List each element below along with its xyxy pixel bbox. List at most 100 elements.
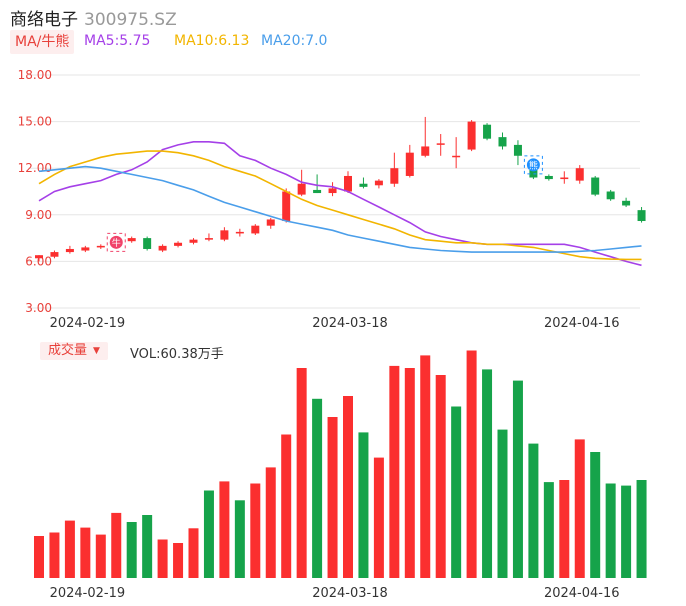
marker-label: 牛: [112, 237, 121, 249]
volume-indicator-tag[interactable]: 成交量 ▼: [40, 342, 108, 360]
ma5-legend: MA5:5.75: [84, 33, 151, 49]
volume-bar: [203, 490, 214, 578]
bear-marker: 熊: [523, 155, 543, 175]
candle-body: [467, 121, 476, 150]
dropdown-triangle-icon: ▼: [93, 346, 100, 356]
marker-dot: [109, 235, 123, 249]
volume-bar: [482, 369, 493, 578]
volume-bar: [358, 432, 369, 578]
volume-bar: [34, 536, 44, 578]
ma-indicator-tag[interactable]: MA/牛熊: [10, 30, 75, 54]
candle-body: [220, 230, 229, 240]
volume-bar: [497, 429, 508, 578]
x-tick-label: 2024-04-16: [544, 316, 620, 331]
x-tick-label: 2024-03-18: [312, 316, 388, 331]
candle-body: [297, 183, 306, 195]
y-tick-label: 15.00: [18, 115, 52, 129]
volume-bar: [219, 481, 230, 578]
volume-bar: [543, 482, 554, 578]
volume-bar: [64, 520, 75, 578]
candle-body: [313, 189, 322, 194]
volume-bar: [574, 439, 585, 578]
volume-bar: [95, 534, 106, 578]
volume-bar: [281, 434, 292, 578]
candle-body: [127, 238, 136, 242]
candle-body: [622, 200, 631, 206]
candle-body: [436, 143, 445, 145]
candle-body: [65, 248, 74, 253]
candle-body: [575, 168, 584, 181]
candle-body: [204, 238, 213, 240]
volume-bar: [265, 467, 276, 578]
volume-bar: [435, 375, 446, 578]
volume-bar: [157, 539, 168, 578]
candle-body: [266, 219, 275, 226]
volume-bar: [142, 515, 153, 578]
ma5-line: [38, 141, 642, 267]
x-tick-label: 2024-04-16: [544, 586, 620, 601]
candle-body: [96, 245, 105, 248]
ma10-legend: MA10:6.13: [174, 33, 250, 49]
stock-title: 商络电子 300975.SZ: [10, 5, 177, 30]
x-tick-label: 2024-03-18: [312, 586, 388, 601]
volume-bar: [621, 485, 632, 578]
volume-bar: [126, 522, 137, 578]
candle-body: [637, 210, 646, 222]
candle-body: [374, 180, 383, 186]
candle-body: [483, 124, 492, 139]
volume-bar: [327, 417, 338, 578]
y-tick-label: 3.00: [25, 301, 52, 315]
stock-name: 商络电子: [10, 10, 78, 30]
y-tick-label: 18.00: [18, 68, 52, 82]
y-tick-label: 9.00: [25, 208, 52, 222]
candle-body: [591, 177, 600, 195]
volume-bar: [250, 483, 261, 578]
ma10-line: [38, 150, 642, 261]
candle-body: [560, 177, 569, 180]
volume-bar: [188, 528, 199, 578]
candle-body: [189, 239, 198, 243]
marker-dot: [526, 158, 540, 172]
volume-bar: [404, 368, 415, 578]
volume-bar: [312, 398, 323, 578]
candle-body: [35, 255, 43, 259]
candle-body: [174, 242, 183, 246]
volume-bar: [296, 368, 307, 578]
candle-body: [344, 175, 352, 192]
volume-bar: [111, 512, 122, 578]
volume-bar: [234, 500, 245, 578]
candle-body: [158, 245, 167, 251]
volume-bar: [173, 543, 184, 578]
volume-bar: [451, 406, 462, 578]
bull-marker: 牛: [106, 232, 126, 252]
volume-bar: [528, 443, 539, 578]
candle-body: [359, 183, 368, 187]
ma20-line: [38, 165, 642, 253]
volume-bar: [559, 480, 570, 578]
candle-body: [143, 238, 152, 249]
candle-body: [452, 155, 461, 158]
candle-body: [606, 191, 615, 200]
volume-bar: [590, 452, 601, 578]
candle-body: [421, 146, 430, 156]
stock-code: 300975.SZ: [84, 10, 177, 30]
marker-label: 熊: [529, 159, 538, 171]
volume-bar: [49, 532, 60, 578]
volume-value: VOL:60.38万手: [130, 347, 224, 362]
candle-body: [544, 175, 553, 180]
y-tick-label: 12.00: [18, 161, 52, 175]
candle-body: [513, 144, 522, 156]
candle-body: [405, 152, 414, 176]
candle-body: [390, 168, 399, 184]
volume-bar: [420, 355, 431, 578]
volume-bar: [373, 457, 384, 578]
volume-bar: [636, 480, 647, 578]
x-tick-label: 2024-02-19: [50, 586, 126, 601]
candle-body: [235, 231, 244, 234]
candle-body: [251, 225, 260, 234]
marker-frame: [106, 232, 126, 252]
volume-tag-label: 成交量: [48, 343, 88, 358]
candle-body: [498, 137, 507, 147]
volume-bar: [343, 396, 353, 578]
